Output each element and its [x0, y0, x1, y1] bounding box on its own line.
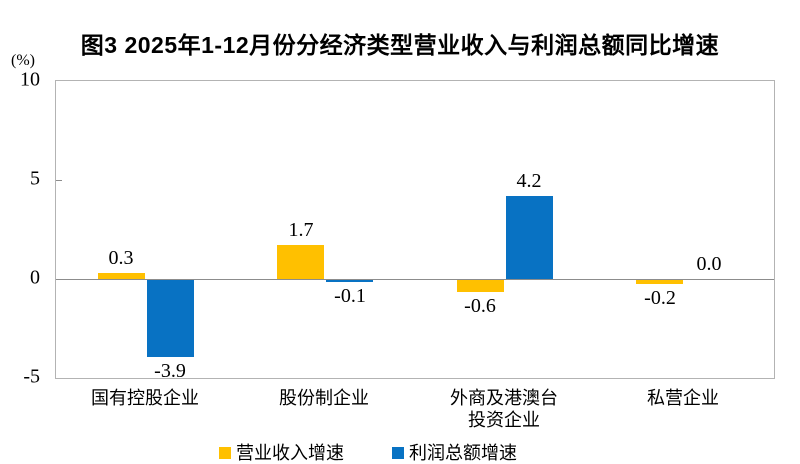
zero-baseline: [56, 279, 774, 280]
value-label: -0.1: [334, 285, 366, 307]
x-category-label: 外商及港澳台 投资企业: [450, 388, 558, 430]
y-tick-label: 0: [30, 266, 40, 289]
x-category-label: 国有控股企业: [91, 388, 199, 408]
y-tick-label: 5: [30, 167, 40, 190]
bar-revenue: [636, 280, 683, 284]
axis-tick: [56, 180, 62, 181]
legend-label-revenue: 营业收入增速: [236, 443, 344, 463]
value-label: 0.3: [108, 247, 134, 269]
legend-swatch-revenue-icon: [219, 447, 231, 459]
bar-revenue: [98, 273, 145, 279]
plot-area: 0.3 -3.9 1.7 -0.1 -0.6 4.2 -0.2 0.0: [55, 80, 775, 382]
y-axis: 10 5 0 -5: [0, 0, 44, 464]
x-category-label: 私营企业: [647, 388, 719, 408]
legend-item-profit: 利润总额增速: [392, 443, 517, 463]
value-label: -0.6: [464, 295, 496, 317]
legend-item-revenue: 营业收入增速: [219, 443, 344, 463]
value-label: 1.7: [288, 219, 314, 241]
value-label: -3.9: [154, 360, 186, 382]
bar-revenue: [457, 280, 504, 292]
bar-profit: [506, 196, 553, 279]
bar-revenue: [277, 245, 324, 279]
x-category-label: 股份制企业: [279, 388, 369, 408]
legend-swatch-profit-icon: [392, 447, 404, 459]
y-tick-label: -5: [23, 365, 40, 388]
value-label: -0.2: [644, 287, 676, 309]
y-axis-unit-label: (%): [11, 52, 35, 69]
y-tick-label: 10: [20, 68, 40, 91]
value-label: 4.2: [516, 170, 542, 192]
value-label: 0.0: [696, 253, 722, 275]
bar-profit: [326, 280, 373, 282]
legend: 营业收入增速 利润总额增速: [0, 443, 800, 464]
chart-title: 图3 2025年1-12月份分经济类型营业收入与利润总额同比增速: [80, 32, 720, 58]
legend-label-profit: 利润总额增速: [409, 443, 517, 463]
bar-profit: [147, 280, 194, 357]
